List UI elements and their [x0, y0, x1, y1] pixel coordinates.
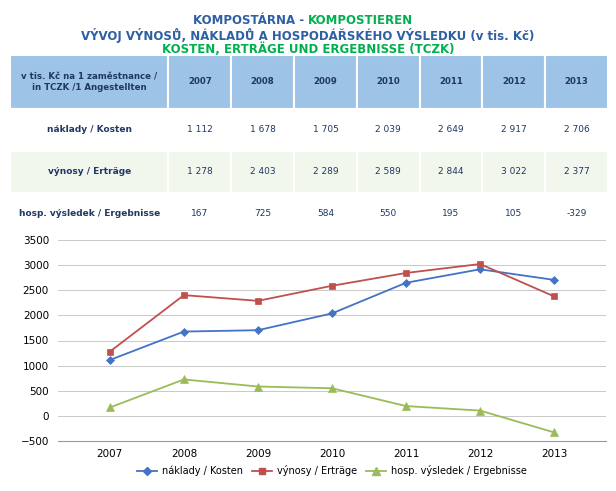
- Text: 105: 105: [505, 210, 522, 218]
- Text: v tis. Kč na 1 zaměstnance /
in TCZK /1 Angestellten: v tis. Kč na 1 zaměstnance / in TCZK /1 …: [21, 72, 157, 92]
- Text: 2 039: 2 039: [375, 126, 401, 135]
- Text: 2 589: 2 589: [375, 167, 401, 176]
- Bar: [231, 55, 294, 109]
- Text: 550: 550: [379, 210, 397, 218]
- Bar: [482, 109, 545, 151]
- Text: 3 022: 3 022: [501, 167, 527, 176]
- Text: 1 112: 1 112: [187, 126, 213, 135]
- Text: VÝVOJ VÝNOSŮ, NÁKLADŮ A HOSPODÁŘSKÉHO VÝSLEDKU (v tis. Kč): VÝVOJ VÝNOSŮ, NÁKLADŮ A HOSPODÁŘSKÉHO VÝ…: [81, 28, 535, 43]
- Text: 2 706: 2 706: [564, 126, 590, 135]
- Text: 2 377: 2 377: [564, 167, 590, 176]
- Text: 2008: 2008: [251, 78, 275, 86]
- Text: 1 705: 1 705: [312, 126, 338, 135]
- Text: 1 678: 1 678: [249, 126, 275, 135]
- Text: 195: 195: [442, 210, 460, 218]
- Bar: [294, 193, 357, 235]
- Bar: [419, 55, 482, 109]
- Bar: [168, 55, 231, 109]
- Text: 2010: 2010: [376, 78, 400, 86]
- Legend: náklady / Kosten, výnosy / Erträge, hosp. výsledek / Ergebnisse: náklady / Kosten, výnosy / Erträge, hosp…: [134, 462, 530, 480]
- Bar: [357, 55, 419, 109]
- Bar: [357, 193, 419, 235]
- Bar: [10, 109, 168, 151]
- Text: 1 278: 1 278: [187, 167, 213, 176]
- Bar: [10, 151, 168, 193]
- Bar: [545, 55, 608, 109]
- Bar: [168, 193, 231, 235]
- Bar: [419, 109, 482, 151]
- Bar: [168, 109, 231, 151]
- Text: KOSTEN, ERTRÄGE UND ERGEBNISSE (TCZK): KOSTEN, ERTRÄGE UND ERGEBNISSE (TCZK): [162, 42, 454, 55]
- Bar: [10, 193, 168, 235]
- Bar: [545, 151, 608, 193]
- Bar: [545, 109, 608, 151]
- Text: náklady / Kosten: náklady / Kosten: [47, 126, 132, 135]
- Text: 725: 725: [254, 210, 271, 218]
- Bar: [482, 193, 545, 235]
- Text: 2009: 2009: [314, 78, 338, 86]
- Text: 2 649: 2 649: [438, 126, 464, 135]
- Bar: [419, 151, 482, 193]
- Text: KOMPOSTIEREN: KOMPOSTIEREN: [308, 14, 413, 27]
- Bar: [231, 151, 294, 193]
- Text: 584: 584: [317, 210, 334, 218]
- Text: hosp. výsledek / Ergebnisse: hosp. výsledek / Ergebnisse: [18, 210, 160, 218]
- Text: 2012: 2012: [502, 78, 525, 86]
- Bar: [294, 109, 357, 151]
- Text: 2 917: 2 917: [501, 126, 527, 135]
- Bar: [545, 193, 608, 235]
- Bar: [231, 109, 294, 151]
- Bar: [482, 151, 545, 193]
- Text: 2 403: 2 403: [250, 167, 275, 176]
- Text: výnosy / Erträge: výnosy / Erträge: [47, 167, 131, 176]
- Bar: [168, 151, 231, 193]
- Text: 167: 167: [191, 210, 208, 218]
- Bar: [231, 193, 294, 235]
- Text: -329: -329: [567, 210, 587, 218]
- Text: 2007: 2007: [188, 78, 212, 86]
- Text: 2 289: 2 289: [313, 167, 338, 176]
- Bar: [357, 109, 419, 151]
- Bar: [294, 55, 357, 109]
- Bar: [482, 55, 545, 109]
- Text: 2011: 2011: [439, 78, 463, 86]
- Bar: [10, 55, 168, 109]
- Bar: [419, 193, 482, 235]
- Text: 2013: 2013: [565, 78, 588, 86]
- Bar: [294, 151, 357, 193]
- Bar: [357, 151, 419, 193]
- Text: 2 844: 2 844: [438, 167, 464, 176]
- Text: KOMPOSTÁRNA -: KOMPOSTÁRNA -: [193, 14, 308, 27]
